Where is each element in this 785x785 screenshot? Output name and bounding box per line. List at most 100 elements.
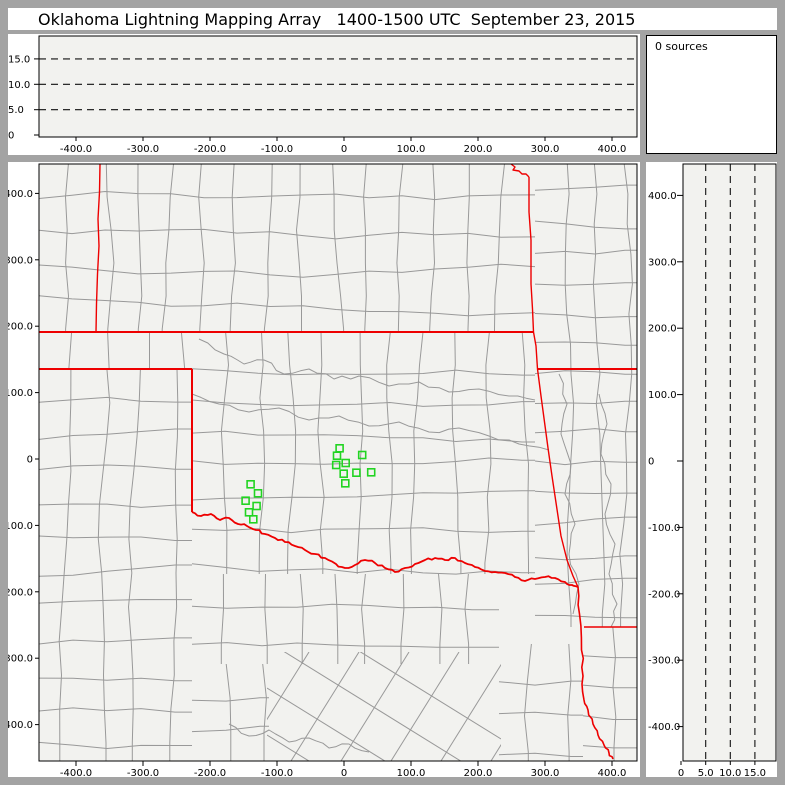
county-line: [440, 663, 501, 761]
county-line: [267, 652, 310, 721]
county-line: [534, 313, 637, 319]
tick-label: 0: [341, 144, 347, 155]
county-line: [592, 164, 606, 627]
plot-area: [39, 36, 637, 137]
tick-label: -100.0: [648, 523, 680, 534]
county-line: [105, 164, 115, 332]
county-line: [39, 535, 192, 541]
tick-label: 200.0: [648, 324, 677, 335]
state-border-line: [510, 164, 530, 178]
tick-label: 100.0: [397, 768, 426, 777]
tick-label: -300.0: [127, 768, 159, 777]
tick-label: 10.0: [719, 768, 741, 777]
county-line: [534, 400, 637, 404]
county-line: [137, 164, 143, 332]
tick-label: 200.0: [464, 144, 493, 155]
county-line: [494, 164, 505, 332]
plot-area: [683, 164, 776, 761]
county-line: [464, 573, 470, 664]
county-line: [264, 573, 268, 664]
county-line: [534, 370, 637, 375]
station-marker: [332, 451, 342, 461]
county-line: [612, 626, 617, 761]
county-line: [39, 428, 192, 440]
tick-label: -200.0: [648, 589, 680, 600]
county-line: [598, 393, 618, 628]
tick-label: 400.0: [648, 191, 677, 202]
station-marker: [252, 501, 261, 511]
county-line: [39, 228, 535, 240]
county-line: [390, 652, 460, 761]
map-axes: 400.0 300.0 200.0 100.0 0 -100.0 -200.0 -300.0 -…: [8, 163, 638, 777]
county-line: [429, 164, 436, 332]
county-line: [582, 655, 637, 659]
tick-label: 100.0: [397, 144, 426, 155]
altitude-ns-panel[interactable]: 400.0 300.0 200.0 100.0 0 -100.0 -200.0 -300.0 -…: [646, 162, 777, 777]
county-line: [191, 642, 499, 648]
county-line: [334, 573, 339, 664]
tick-label: 0: [341, 768, 347, 777]
tick-label: -200.0: [194, 144, 226, 155]
tick-label: -400.0: [8, 720, 33, 731]
map-panel[interactable]: 400.0 300.0 200.0 100.0 0 -100.0 -200.0 -300.0 -…: [8, 162, 640, 777]
county-line: [229, 164, 236, 332]
altitude-ew-panel[interactable]: 0 5.0 10.0 15.0 -400.0 -300.0 -200.0 -100.0 0 100…: [8, 34, 640, 155]
county-line: [340, 652, 410, 761]
tick-label: -200.0: [194, 768, 226, 777]
county-line: [39, 741, 192, 749]
tick-label: -400.0: [648, 722, 680, 733]
county-line: [396, 164, 404, 332]
county-line: [267, 734, 310, 761]
county-line: [484, 331, 492, 574]
county-line: [39, 191, 535, 201]
plot-frame: [38, 35, 638, 138]
county-line: [258, 331, 266, 574]
plot-frame: [682, 163, 777, 762]
altitude-ew-plot[interactable]: 0 5.0 10.0 15.0 -400.0 -300.0 -200.0 -100.0 0 100…: [8, 34, 640, 155]
county-line: [438, 573, 443, 664]
station-marker: [249, 514, 258, 524]
station-marker: [246, 479, 255, 489]
plot-frame: [38, 163, 638, 762]
county-line: [400, 573, 405, 664]
county-line: [534, 460, 637, 466]
county-line: [466, 164, 470, 332]
station-marker: [357, 450, 367, 460]
county-line: [191, 725, 269, 733]
map-layers: [39, 164, 637, 761]
tick-label: 5.0: [698, 768, 714, 777]
county-line: [564, 164, 575, 627]
map-plot[interactable]: 400.0 300.0 200.0 100.0 0 -100.0 -200.0 -300.0 -…: [8, 162, 640, 777]
altitude-ns-plot[interactable]: 400.0 300.0 200.0 100.0 0 -100.0 -200.0 -300.0 -…: [646, 162, 777, 777]
county-line: [534, 428, 637, 434]
county-line: [534, 614, 637, 619]
county-line: [97, 368, 111, 761]
tick-label: -100.0: [261, 768, 293, 777]
station-marker: [253, 488, 263, 498]
station-marker: [340, 478, 350, 488]
tick-label: 300.0: [648, 257, 677, 268]
state-border-line: [532, 331, 579, 588]
county-line: [39, 263, 535, 278]
state-border-line: [95, 164, 101, 333]
tick-label: 300.0: [531, 144, 560, 155]
tick-label: -400.0: [60, 768, 92, 777]
county-line: [39, 677, 192, 682]
county-line: [299, 573, 304, 664]
tick-label: 0: [648, 457, 654, 468]
county-line: [39, 295, 535, 317]
county-line: [498, 680, 583, 686]
county-line: [39, 637, 192, 645]
tick-label: 100.0: [648, 390, 677, 401]
tick-label: -300.0: [648, 656, 680, 667]
title-bar: Oklahoma Lightning Mapping Array 1400-15…: [8, 8, 777, 30]
county-line: [558, 373, 580, 615]
county-line: [534, 282, 637, 286]
county-line: [198, 338, 536, 401]
tick-label: 0: [8, 131, 14, 142]
tick-label: 400.0: [8, 189, 33, 200]
altitude-ew-axes: 0 5.0 10.0 15.0 -400.0 -300.0 -200.0 -100.0 0 100…: [8, 35, 638, 155]
sources-count-label: 0 sources: [655, 40, 708, 53]
county-line: [228, 723, 370, 753]
